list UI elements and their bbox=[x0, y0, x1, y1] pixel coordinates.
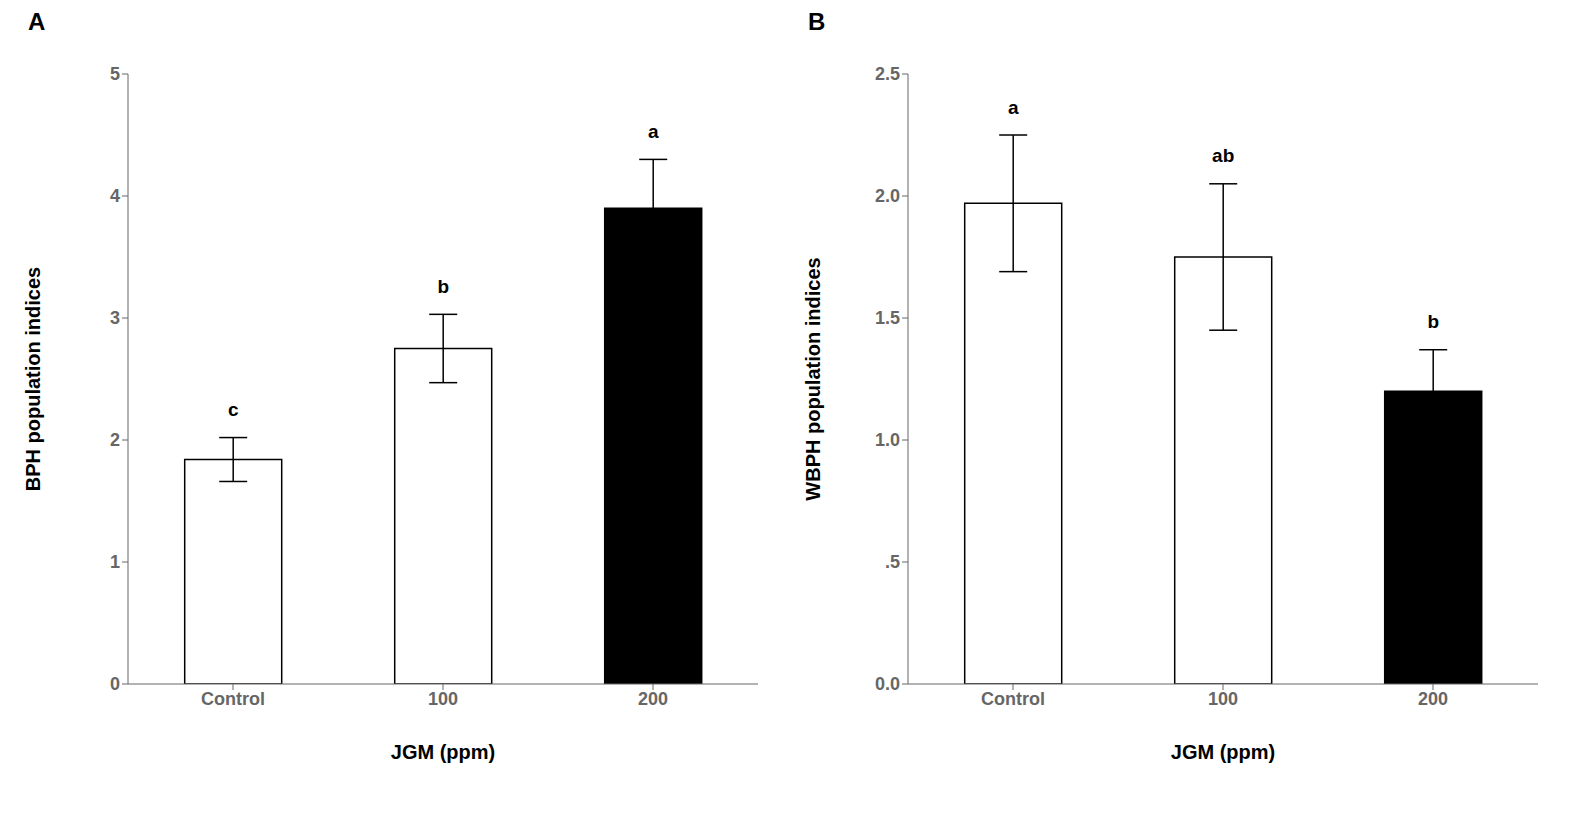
svg-text:100: 100 bbox=[1208, 689, 1238, 709]
html-text:B: B bbox=[808, 8, 826, 35]
svg-text:Control: Control bbox=[201, 689, 265, 709]
svg-text:b: b bbox=[1427, 311, 1439, 332]
html-text:A: A bbox=[28, 8, 46, 35]
svg-text:Control: Control bbox=[981, 689, 1045, 709]
svg-text:a: a bbox=[648, 121, 659, 142]
svg-text:a: a bbox=[1008, 97, 1019, 118]
svg-text:ab: ab bbox=[1212, 145, 1234, 166]
svg-text:0: 0 bbox=[110, 674, 120, 694]
svg-text:WBPH population indices: WBPH population indices bbox=[802, 257, 824, 500]
svg-text:c: c bbox=[228, 399, 239, 420]
svg-text:2: 2 bbox=[110, 430, 120, 450]
svg-text:BPH population indices: BPH population indices bbox=[22, 267, 44, 491]
svg-text:5: 5 bbox=[110, 64, 120, 84]
svg-text:2.0: 2.0 bbox=[875, 186, 900, 206]
svg-text:JGM (ppm): JGM (ppm) bbox=[1171, 741, 1275, 763]
svg-text:200: 200 bbox=[638, 689, 668, 709]
svg-text:JGM (ppm): JGM (ppm) bbox=[391, 741, 495, 763]
svg-text:3: 3 bbox=[110, 308, 120, 328]
svg-text:4: 4 bbox=[110, 186, 120, 206]
svg-text:b: b bbox=[437, 276, 449, 297]
svg-text:1.0: 1.0 bbox=[875, 430, 900, 450]
svg-text:1.5: 1.5 bbox=[875, 308, 900, 328]
svg-text:.5: .5 bbox=[885, 552, 900, 572]
svg-text:100: 100 bbox=[428, 689, 458, 709]
svg-text:1: 1 bbox=[110, 552, 120, 572]
svg-text:200: 200 bbox=[1418, 689, 1448, 709]
svg-text:0.0: 0.0 bbox=[875, 674, 900, 694]
svg-text:2.5: 2.5 bbox=[875, 64, 900, 84]
